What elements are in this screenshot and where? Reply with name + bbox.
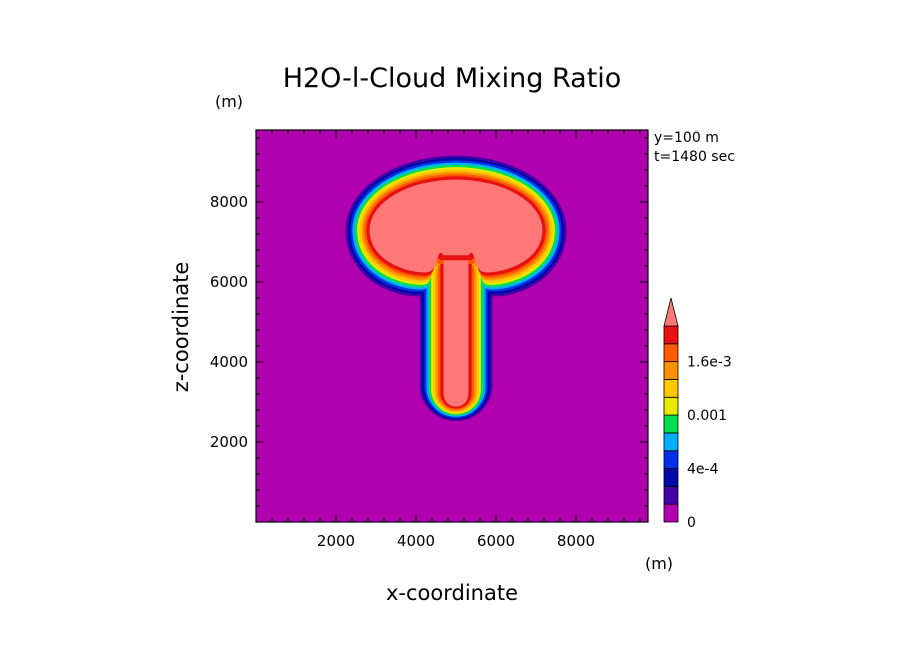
y-tick-label: 2000 — [210, 433, 248, 451]
colorbar-extend-arrow — [663, 297, 679, 327]
y-tick-label: 4000 — [210, 353, 248, 371]
colorbar-band — [663, 485, 679, 505]
plot-area: 2000 4000 6000 8000 2000 4000 6000 8000 — [210, 129, 649, 550]
colorbar-tick-label: 0 — [687, 515, 696, 531]
colorbar-band — [663, 396, 679, 416]
x-tick-label: 8000 — [557, 532, 595, 550]
x-tick-label: 2000 — [317, 532, 355, 550]
colorbar-band — [663, 414, 679, 434]
colorbar-band — [663, 503, 679, 523]
axis-ticks: 2000 4000 6000 8000 2000 4000 6000 8000 — [210, 130, 648, 550]
colorbar-band — [663, 379, 679, 398]
colorbar-band — [663, 343, 679, 363]
y-tick-label: 6000 — [210, 273, 248, 291]
x-axis-label: x-coordinate — [386, 581, 518, 605]
y-axis-unit: (m) — [215, 92, 243, 111]
colorbar-band — [663, 432, 679, 452]
x-tick-label: 6000 — [477, 532, 515, 550]
colorbar-tick-label: 4e-4 — [687, 462, 719, 478]
colorbar-tick-label: 0.001 — [687, 408, 727, 424]
colorbar-band — [663, 325, 679, 345]
x-axis-unit: (m) — [645, 554, 673, 573]
colorbar-tick-label: 1.6e-3 — [687, 355, 732, 371]
annotation-y-slice: y=100 m — [654, 130, 719, 146]
plot-frame — [255, 129, 649, 523]
colorbar: 0 4e-4 0.001 1.6e-3 — [663, 297, 732, 531]
contour-band-core — [369, 179, 543, 407]
x-tick-label: 4000 — [397, 532, 435, 550]
chart-title: H2O-l-Cloud Mixing Ratio — [283, 63, 622, 94]
y-axis-label: z-coordinate — [169, 262, 193, 393]
colorbar-band — [663, 468, 679, 487]
annotation-time: t=1480 sec — [654, 149, 735, 165]
colorbar-band — [663, 361, 679, 380]
contour-fill-layer — [345, 155, 567, 422]
y-tick-label: 8000 — [210, 193, 248, 211]
colorbar-band — [663, 450, 679, 469]
